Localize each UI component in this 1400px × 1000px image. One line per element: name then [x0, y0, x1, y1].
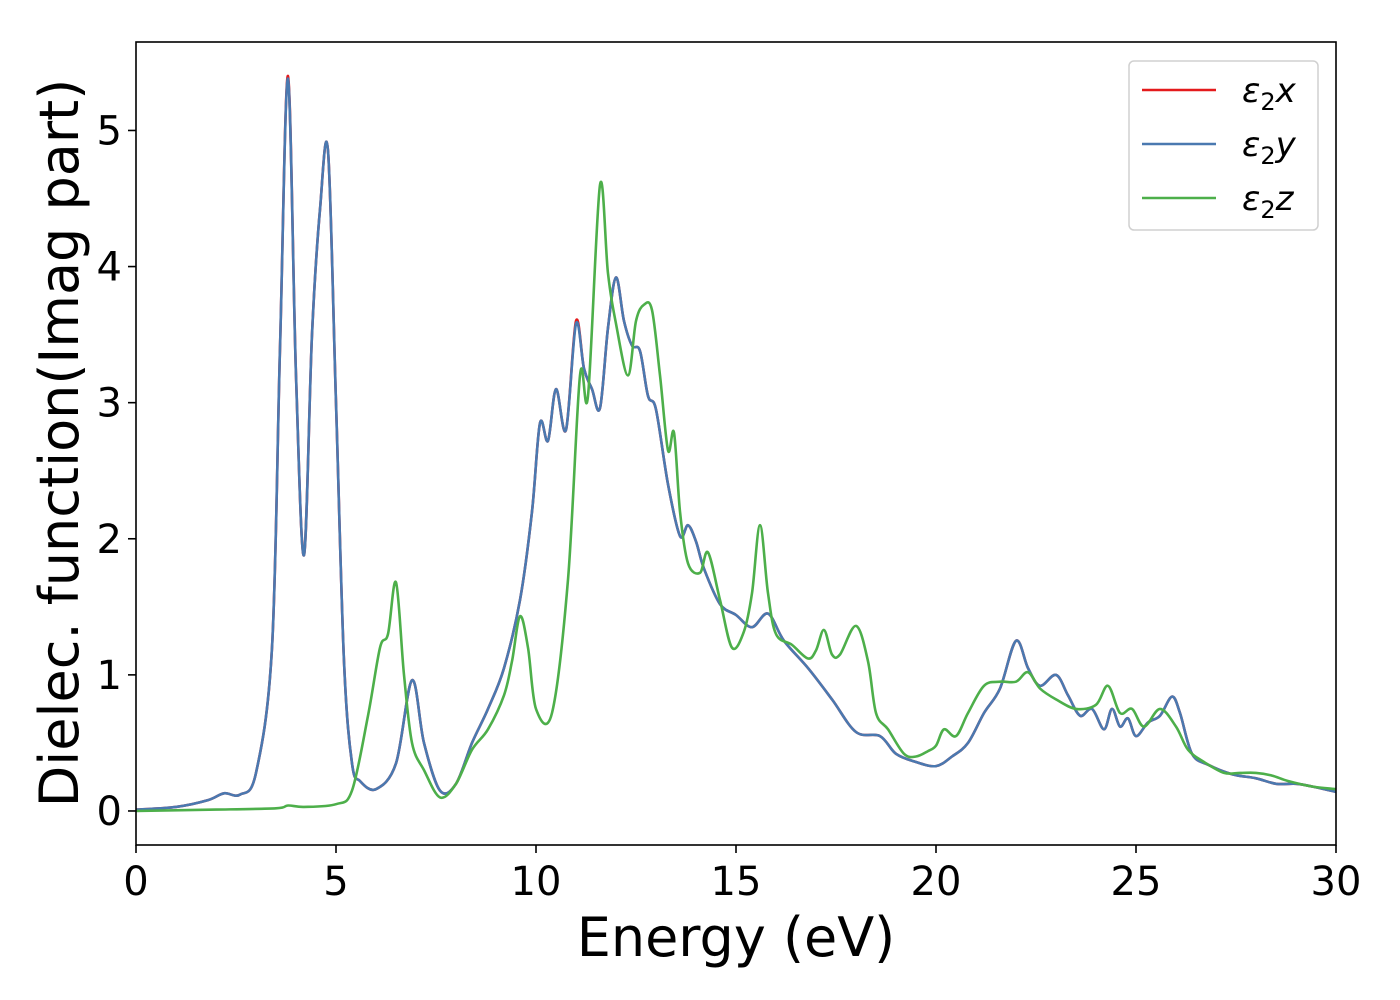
y-tick-label: 3	[97, 381, 122, 427]
series-layer	[136, 74, 1336, 813]
x-tick-label: 20	[911, 859, 962, 905]
x-axis-title: Energy (eV)	[577, 906, 896, 969]
y-axis-title: Dielec. function(Imag part)	[28, 79, 91, 808]
y-tick-label: 1	[97, 653, 122, 699]
x-axis-ticks: 0 5 10 15 20 25 30	[123, 845, 1361, 905]
legend: ε2x ε2y ε2z	[1128, 60, 1319, 231]
series-line-y	[136, 77, 1336, 811]
legend-label-y: ε2y	[1242, 125, 1297, 170]
x-tick-label: 15	[711, 859, 762, 905]
series-line-z	[136, 180, 1336, 813]
x-tick-label: 5	[323, 859, 348, 905]
y-axis-ticks: 0 1 2 3 4 5	[97, 108, 136, 835]
x-tick-label: 0	[123, 859, 148, 905]
y-tick-label: 5	[97, 108, 122, 154]
y-tick-label: 4	[97, 245, 122, 291]
y-tick-label: 0	[97, 789, 122, 835]
x-tick-label: 25	[1111, 859, 1162, 905]
legend-label-z: ε2z	[1242, 179, 1295, 224]
x-tick-label: 30	[1311, 859, 1362, 905]
y-tick-label: 2	[97, 517, 122, 563]
legend-frame	[1128, 60, 1319, 231]
x-tick-label: 10	[511, 859, 562, 905]
legend-label-x: ε2x	[1242, 71, 1297, 116]
